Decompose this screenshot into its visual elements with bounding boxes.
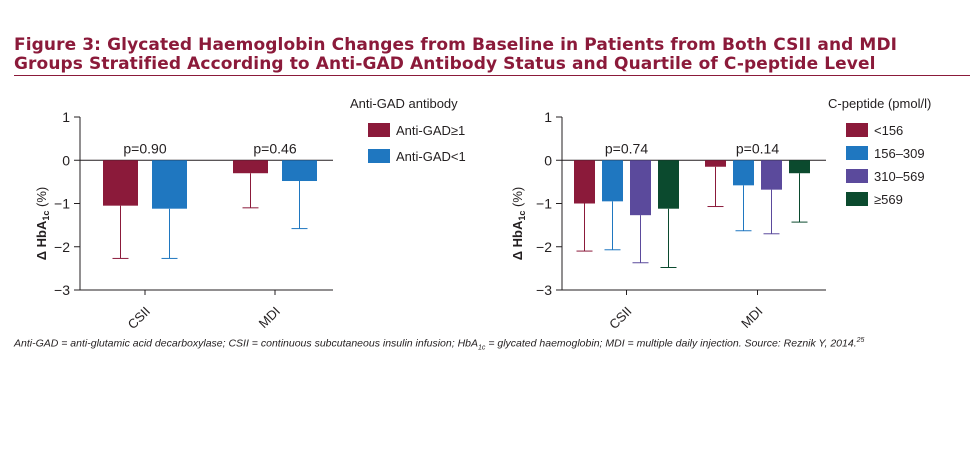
legend-label: Anti-GAD<1 bbox=[396, 149, 466, 164]
charts-canvas: 1 0 −1 −2 −3 Δ HbA1c (%) p=0.90 CSII p=0.46 MDI An… bbox=[34, 96, 931, 332]
x-tick-label: CSII bbox=[125, 304, 153, 332]
bar bbox=[733, 160, 754, 186]
legend-label: Anti-GAD≥1 bbox=[396, 123, 465, 138]
y-tick-label: 1 bbox=[544, 109, 552, 125]
legend-label: <156 bbox=[874, 123, 903, 138]
legend-swatch bbox=[846, 169, 868, 183]
bar bbox=[789, 160, 810, 174]
x-tick-label: MDI bbox=[738, 304, 765, 331]
y-tick-label: 0 bbox=[544, 152, 552, 168]
legend-label: 156–309 bbox=[874, 146, 925, 161]
y-tick-label: 1 bbox=[62, 109, 70, 125]
y-tick-label: −1 bbox=[536, 196, 552, 212]
bar bbox=[233, 160, 268, 174]
legend-swatch bbox=[846, 123, 868, 137]
p-value-label: p=0.46 bbox=[253, 140, 296, 156]
bar bbox=[761, 160, 782, 190]
y-tick-label: −2 bbox=[54, 239, 70, 255]
legend-title: C-peptide (pmol/l) bbox=[828, 96, 931, 111]
x-tick-label: MDI bbox=[256, 304, 283, 331]
legend-label: ≥569 bbox=[874, 192, 903, 207]
figure-title-line-1: Figure 3: Glycated Haemoglobin Changes f… bbox=[14, 35, 898, 55]
x-tick-label: CSII bbox=[606, 304, 634, 332]
bar bbox=[282, 160, 317, 182]
y-tick-label: −3 bbox=[54, 282, 70, 298]
bar bbox=[705, 160, 726, 167]
p-value-label: p=0.90 bbox=[123, 140, 166, 156]
figure-footnote: Anti-GAD = anti-glutamic acid decarboxyl… bbox=[14, 337, 865, 352]
bar bbox=[602, 160, 623, 202]
figure-title-line-2: Groups Stratified According to Anti-GAD … bbox=[14, 54, 876, 74]
p-value-label: p=0.14 bbox=[736, 140, 779, 156]
legend-label: 310–569 bbox=[874, 169, 925, 184]
chart-panel-2: 1 0 −1 −2 −3 Δ HbA1c (%) p=0.74 CSII p=0.14 MDI C-… bbox=[510, 96, 931, 332]
title-divider bbox=[14, 75, 970, 76]
y-tick-label: −3 bbox=[536, 282, 552, 298]
bar bbox=[630, 160, 651, 216]
legend-title: Anti-GAD antibody bbox=[350, 96, 458, 111]
bar bbox=[658, 160, 679, 209]
p-value-label: p=0.74 bbox=[605, 140, 648, 156]
y-axis-label: Δ HbA1c (%) bbox=[34, 187, 51, 261]
legend-swatch bbox=[846, 146, 868, 160]
y-axis-label: Δ HbA1c (%) bbox=[510, 187, 527, 261]
legend-swatch bbox=[368, 149, 390, 163]
y-tick-label: −1 bbox=[54, 196, 70, 212]
bar bbox=[152, 160, 187, 209]
bar bbox=[574, 160, 595, 204]
chart-panel-1: 1 0 −1 −2 −3 Δ HbA1c (%) p=0.90 CSII p=0.46 MDI An… bbox=[34, 96, 466, 332]
bar bbox=[103, 160, 138, 206]
legend-swatch bbox=[846, 192, 868, 206]
figure-title: Figure 3: Glycated Haemoglobin Changes f… bbox=[14, 36, 970, 74]
y-tick-label: 0 bbox=[62, 152, 70, 168]
legend-swatch bbox=[368, 123, 390, 137]
y-tick-label: −2 bbox=[536, 239, 552, 255]
